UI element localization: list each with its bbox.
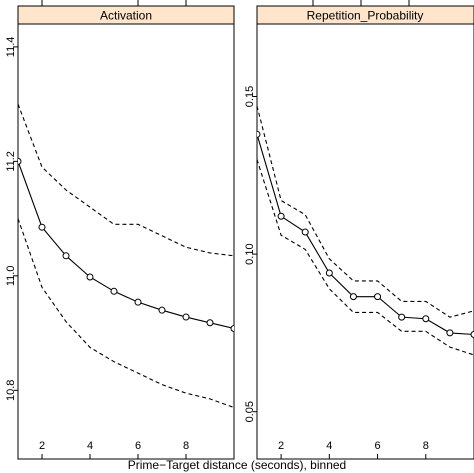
lower-bound-line [18,218,234,409]
strip-background [17,5,235,25]
data-point [86,273,94,281]
data-point [134,298,142,306]
series-group [18,103,234,409]
fit-line [257,134,474,336]
fit-line [18,161,234,330]
data-point [257,130,261,138]
upper-bound-line [18,103,234,257]
y-tick-label: 11.2 [5,151,17,172]
panel-repetition-probability: Repetition_Probability 2 4 6 8 0.05 0.10 0.15 [244,5,474,460]
top-ticks [41,0,410,6]
x-ticks: 2 4 6 8 [278,440,429,459]
data-point [18,157,22,165]
x-tick-label: 2 [39,440,45,452]
panel-frame [256,23,474,460]
strip-background [256,5,474,25]
y-tick-label: 11.4 [5,37,17,58]
data-point [206,319,214,327]
panel-activation: Activation 2 4 6 8 10.8 11.0 11.2 11.4 [5,5,235,460]
strip-title: Repetition_Probability [307,9,424,23]
data-point [374,293,382,301]
x-tick-label: 8 [423,440,429,452]
x-axis-label: Prime−Target distance (seconds), binned [128,458,346,472]
data-point [277,212,285,220]
panel-frame [17,23,235,460]
y-tick-label: 10.8 [5,380,17,401]
data-point [349,293,357,301]
y-ticks: 10.8 11.0 11.2 11.4 [5,37,18,401]
upper-bound-line [257,105,474,318]
data-point [398,313,406,321]
x-tick-label: 6 [135,440,141,452]
x-ticks: 2 4 6 8 [39,440,189,459]
data-point [325,269,333,277]
data-point [422,315,430,323]
y-tick-label: 0.05 [244,401,256,422]
x-tick-label: 4 [326,440,332,452]
x-tick-label: 6 [374,440,380,452]
lower-bound-line [257,159,474,356]
y-tick-label: 0.10 [244,243,256,264]
y-tick-label: 0.15 [244,86,256,107]
y-ticks: 0.05 0.10 0.15 [244,86,257,422]
data-point [158,306,166,314]
y-tick-label: 11.0 [5,266,17,287]
strip-title: Activation [100,9,152,23]
data-point [110,287,118,295]
data-point [182,313,190,321]
x-tick-label: 2 [278,440,284,452]
data-point [230,325,234,332]
series-group [257,105,474,356]
data-point [301,228,309,236]
data-point [38,223,46,231]
data-point [446,329,454,337]
x-tick-label: 4 [87,440,93,452]
data-point [470,330,474,338]
x-tick-label: 8 [183,440,189,452]
data-point [62,252,70,260]
